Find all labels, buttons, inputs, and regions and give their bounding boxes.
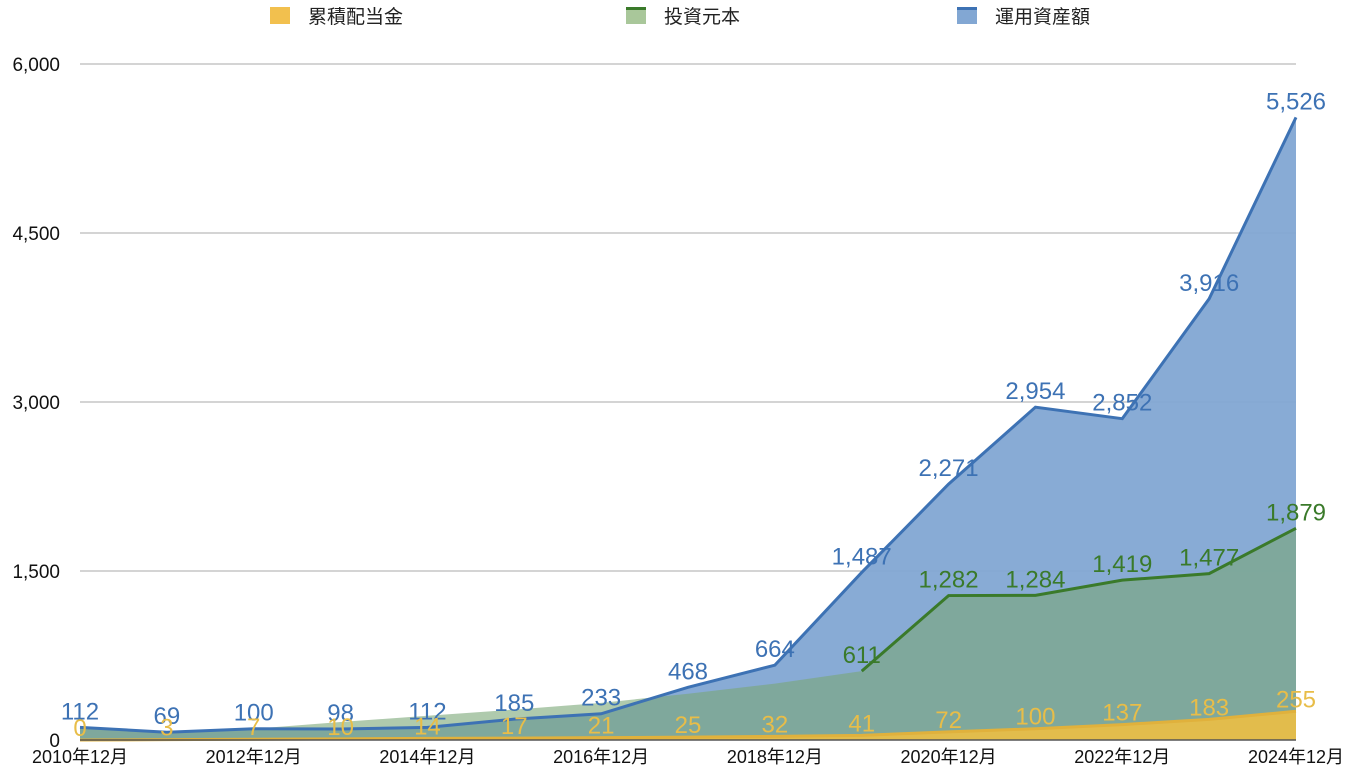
legend-label-dividends: 累積配当金 (308, 6, 404, 28)
data-label-assets: 1,487 (832, 543, 892, 570)
y-tick-label: 4,500 (12, 224, 60, 245)
data-label-assets: 2,852 (1092, 390, 1152, 417)
data-label-dividends: 10 (327, 714, 354, 741)
area-dividends (80, 711, 1296, 740)
data-label-assets: 233 (581, 685, 621, 712)
data-label-dividends: 137 (1102, 700, 1142, 727)
data-label-principal: 1,879 (1266, 499, 1326, 526)
legend-label-principal: 投資元本 (664, 6, 741, 28)
legend-item-assets: 運用資産額 (957, 2, 1090, 29)
line-dividends (79, 709, 1297, 742)
line-assets (79, 116, 1298, 734)
data-label-assets: 69 (154, 703, 181, 730)
legend: 累積配当金 投資元本 運用資産額 (0, 0, 1360, 30)
data-label-dividends: 32 (762, 711, 789, 738)
data-label-dividends: 100 (1015, 704, 1055, 731)
y-tick-label: 3,000 (12, 393, 60, 414)
data-label-principal: 1,477 (1179, 545, 1239, 572)
data-label-assets: 5,526 (1266, 88, 1326, 115)
area-assets (80, 117, 1296, 741)
area-principal (80, 528, 1296, 740)
data-label-principal: 1,282 (919, 567, 979, 594)
legend-item-principal: 投資元本 (626, 2, 740, 29)
x-tick-label: 2022年12月 (1074, 747, 1170, 766)
y-tick-label: 6,000 (12, 55, 60, 76)
x-tick-label: 2020年12月 (901, 747, 997, 766)
data-label-dividends: 25 (675, 712, 702, 739)
legend-swatch-assets (957, 7, 977, 24)
data-label-dividends: 255 (1276, 686, 1316, 713)
x-tick-label: 2024年12月 (1248, 747, 1344, 766)
y-tick-label: 0 (49, 731, 60, 752)
legend-label-assets: 運用資産額 (995, 6, 1091, 28)
data-label-assets: 2,954 (1005, 378, 1065, 405)
data-label-dividends: 7 (247, 714, 260, 741)
data-label-assets: 664 (755, 636, 795, 663)
data-label-assets: 100 (234, 700, 274, 727)
data-label-dividends: 183 (1189, 694, 1229, 721)
data-label-principal: 1,419 (1092, 551, 1152, 578)
x-tick-label: 2012年12月 (206, 747, 302, 766)
legend-item-dividends: 累積配当金 (270, 2, 403, 29)
data-label-assets: 468 (668, 658, 708, 685)
data-label-assets: 3,916 (1179, 270, 1239, 297)
data-label-assets: 98 (327, 700, 354, 727)
x-tick-label: 2010年12月 (32, 747, 128, 766)
data-label-dividends: 72 (935, 707, 962, 734)
data-label-principal: 1,284 (1005, 566, 1065, 593)
data-label-dividends: 0 (73, 715, 86, 742)
data-label-dividends: 21 (588, 713, 615, 740)
legend-swatch-principal (626, 7, 646, 24)
data-label-dividends: 41 (848, 710, 875, 737)
data-label-dividends: 3 (160, 715, 173, 742)
x-tick-label: 2018年12月 (727, 747, 823, 766)
legend-swatch-dividends (270, 7, 290, 24)
y-tick-label: 1,500 (12, 562, 60, 583)
data-label-dividends: 17 (501, 713, 528, 740)
x-tick-label: 2014年12月 (379, 747, 475, 766)
x-tick-label: 2016年12月 (553, 747, 649, 766)
line-principal (860, 526, 1297, 673)
data-label-assets: 112 (408, 698, 446, 725)
data-label-assets: 112 (61, 698, 99, 725)
data-label-dividends: 14 (414, 713, 441, 740)
data-label-principal: 611 (843, 642, 881, 669)
data-label-assets: 2,271 (919, 455, 979, 482)
data-label-assets: 185 (494, 690, 534, 717)
